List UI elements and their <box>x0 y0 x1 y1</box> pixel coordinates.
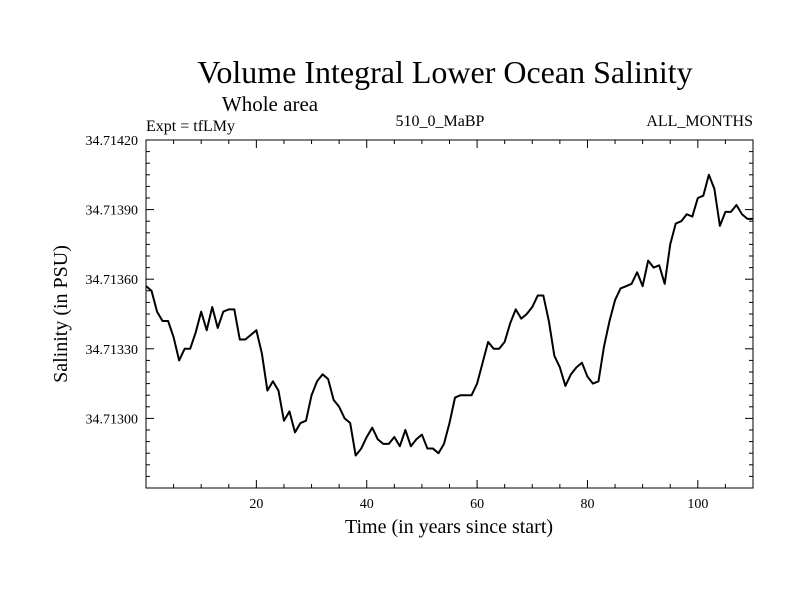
x-axis-label: Time (in years since start) <box>345 516 553 538</box>
expt-label: Expt = tfLMy <box>146 118 235 135</box>
x-tick-labels: 20 40 60 80 100 <box>249 497 708 512</box>
run-label: 510_0_MaBP <box>396 113 485 130</box>
x-tick-label: 60 <box>470 497 484 512</box>
y-tick-label: 34.71300 <box>86 412 139 427</box>
chart-subtitle: Whole area <box>222 92 319 116</box>
y-tick-label: 34.71360 <box>86 273 139 288</box>
x-tick-label: 20 <box>249 497 263 512</box>
x-tick-label: 80 <box>580 497 594 512</box>
y-tick-label: 34.71390 <box>86 204 139 219</box>
x-tick-label: 40 <box>360 497 374 512</box>
y-tick-labels: 34.71300 34.71330 34.71360 34.71390 34.71420 <box>86 134 139 427</box>
months-label: ALL_MONTHS <box>646 113 753 130</box>
axis-ticks <box>146 139 753 489</box>
y-tick-label: 34.71330 <box>86 343 139 358</box>
y-axis-label: Salinity (in PSU) <box>50 245 72 383</box>
plot-frame <box>145 139 754 489</box>
chart-title: Volume Integral Lower Ocean Salinity <box>197 54 692 90</box>
salinity-series-line <box>145 173 753 457</box>
x-tick-label: 100 <box>687 497 708 512</box>
y-tick-label: 34.71420 <box>86 134 139 149</box>
